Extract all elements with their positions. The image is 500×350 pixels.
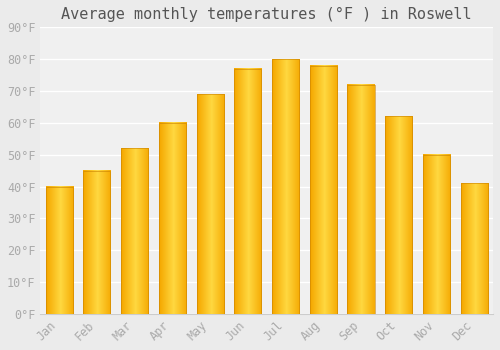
Title: Average monthly temperatures (°F ) in Roswell: Average monthly temperatures (°F ) in Ro… [62, 7, 472, 22]
